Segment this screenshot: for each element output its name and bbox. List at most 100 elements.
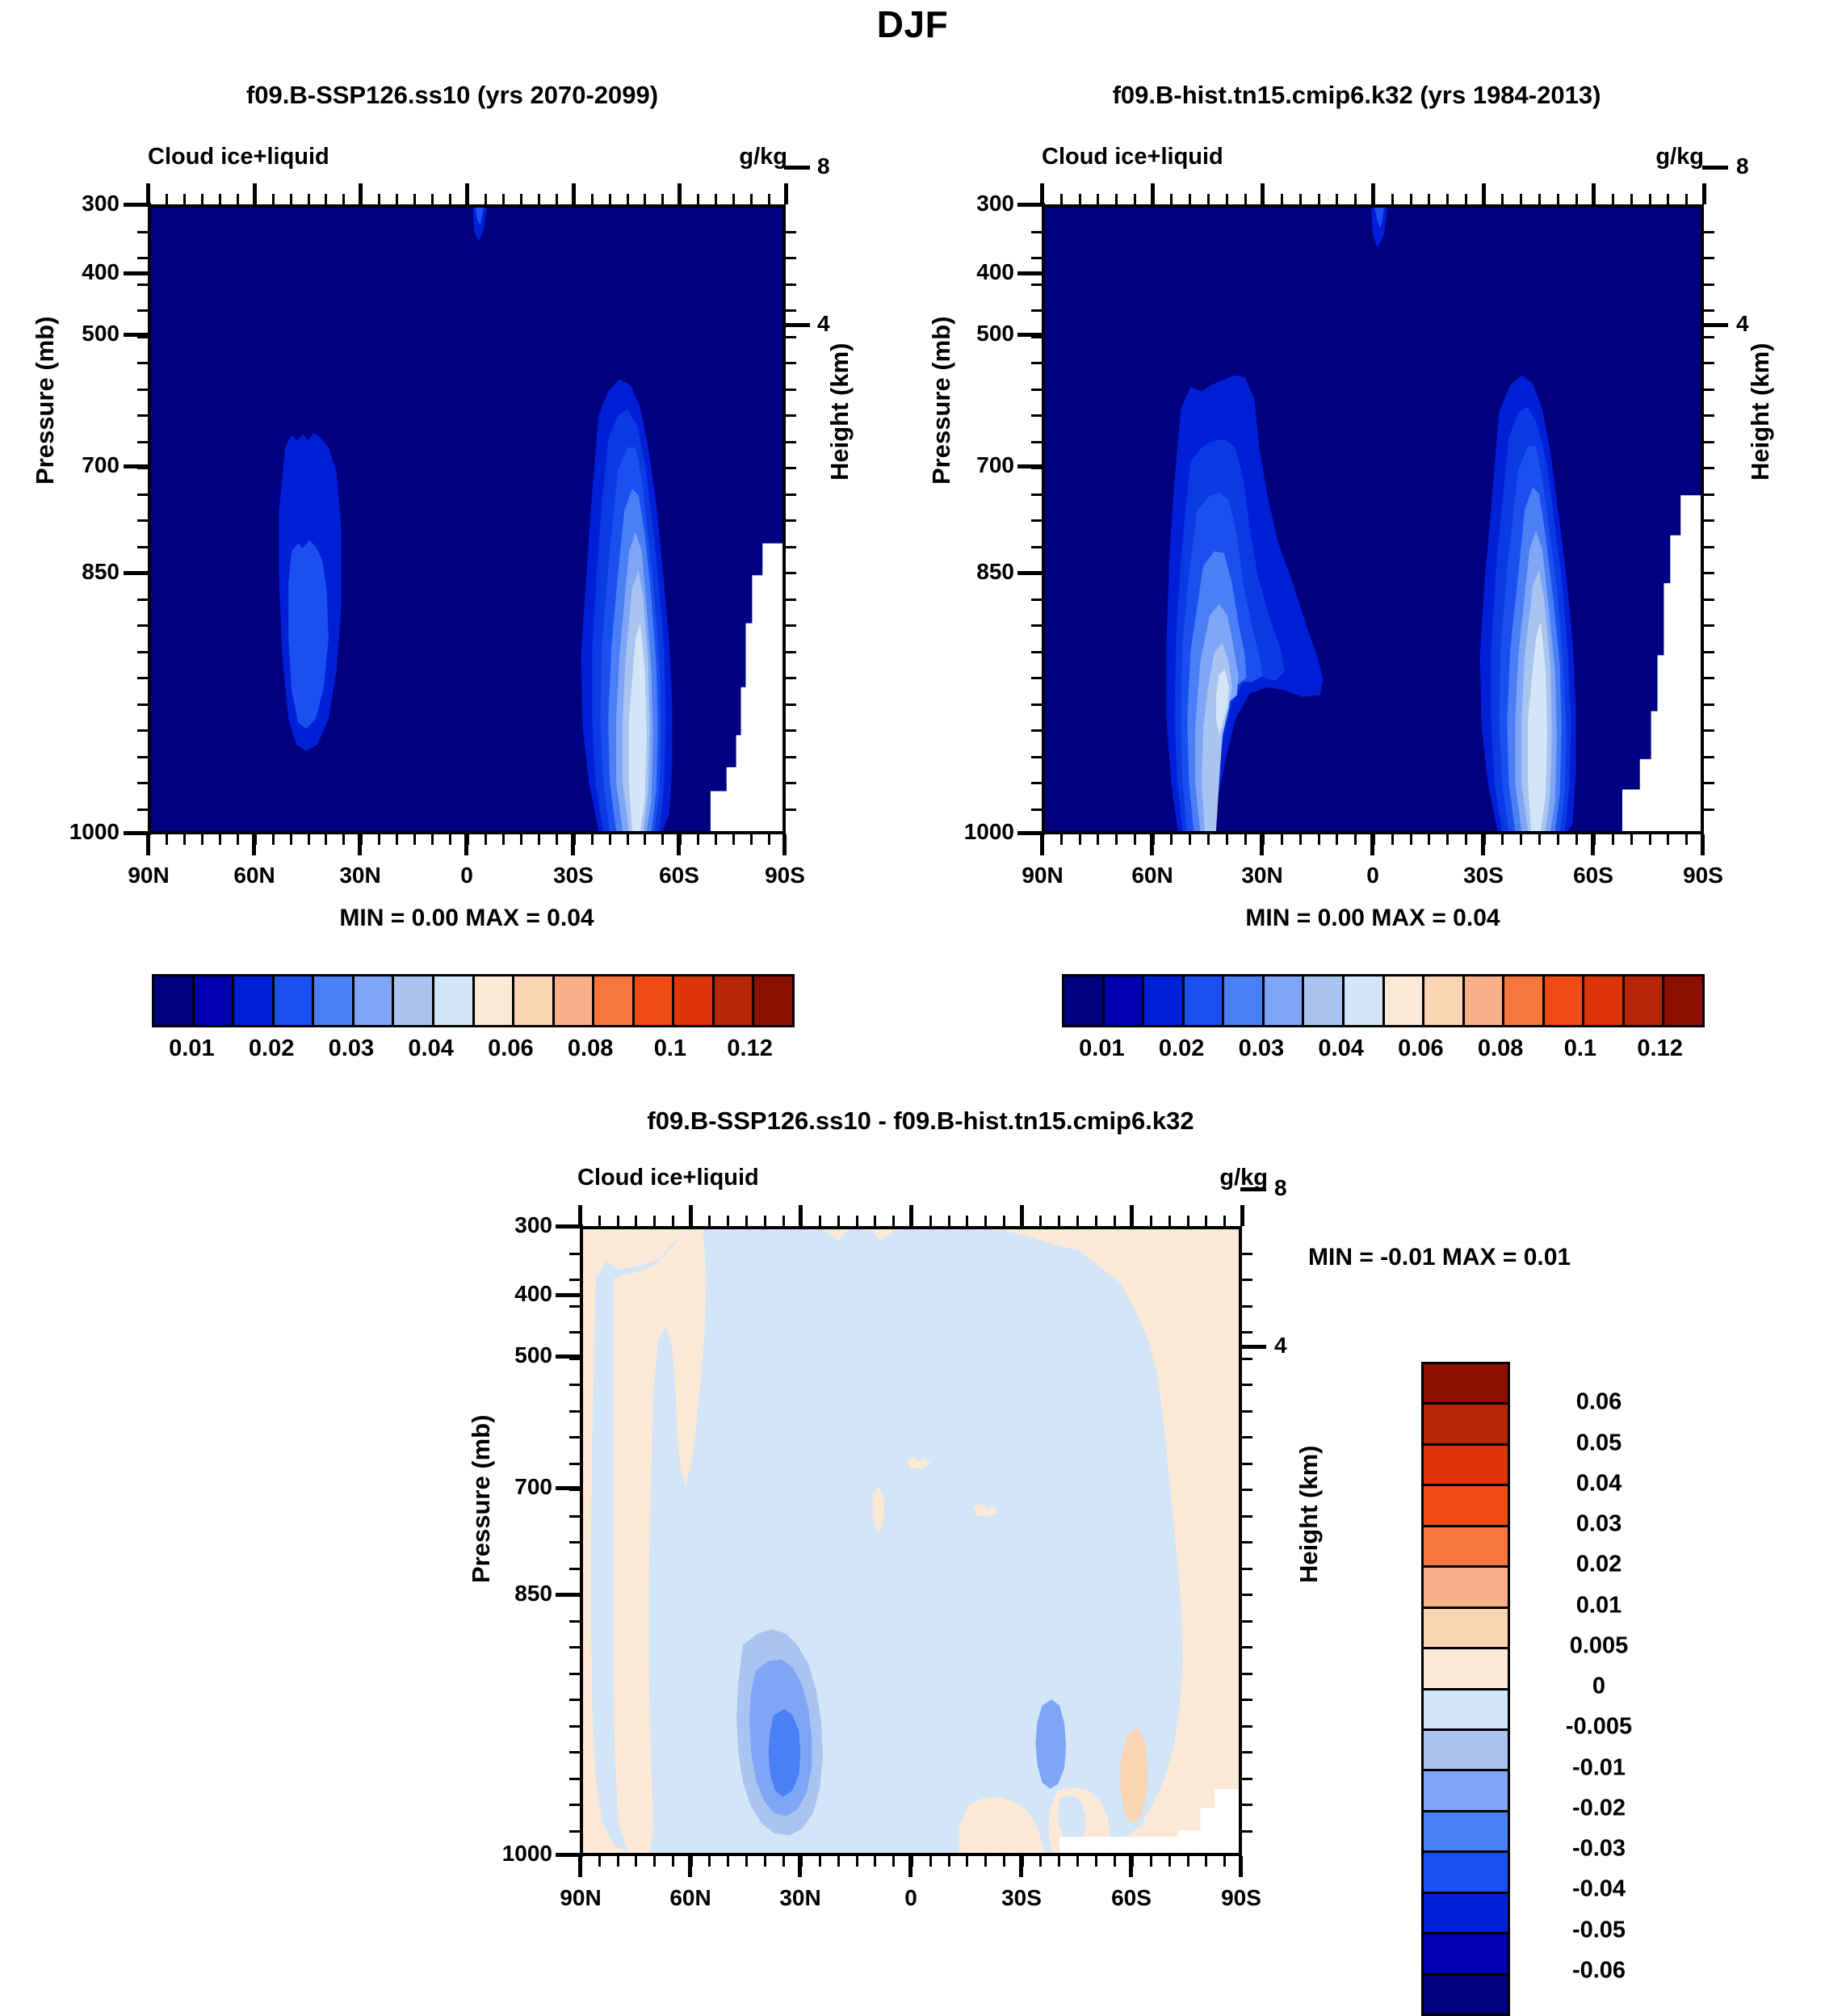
- panel-units-top-right: g/kg: [1655, 144, 1704, 170]
- bottom-diff-minor-xtick: [598, 1856, 601, 1867]
- top-left-minor-xtick: [732, 834, 736, 845]
- top-right-minor-ytick-right: [1704, 703, 1714, 706]
- top-right-minor-xtick-top: [1133, 194, 1136, 204]
- bottom-diff-minor-ytick: [569, 1619, 580, 1623]
- colorbar-top-left-tick-label: 0.06: [488, 1035, 534, 1061]
- bottom-diff-minor-xtick-top: [1223, 1216, 1227, 1226]
- colorbar-top-left-swatch: [394, 976, 434, 1025]
- colorbar-top-right-swatch: [1264, 976, 1305, 1025]
- top-right-minor-ytick-right: [1704, 414, 1714, 417]
- y2-axis-title-top-right: Height (km): [1746, 342, 1774, 481]
- top-right-minor-ytick-right: [1704, 388, 1714, 391]
- colorbar-top-left-swatch: [634, 976, 675, 1025]
- top-right-minor-ytick: [1031, 572, 1042, 574]
- top-left-minor-xtick-top: [413, 194, 417, 204]
- top-right-minor-xtick-top: [1575, 194, 1578, 204]
- bottom-diff-minor-ytick: [569, 1751, 580, 1754]
- colorbar-top-left-swatch: [434, 976, 475, 1025]
- bottom-diff-minor-xtick: [911, 1856, 913, 1867]
- top-left-minor-xtick: [590, 834, 594, 845]
- ytick-label-500-top-right: 500: [976, 321, 1014, 346]
- top-right-minor-ytick: [1031, 440, 1042, 443]
- ytick-700-bottom-diff: [556, 1486, 583, 1490]
- bottom-diff-minor-ytick: [569, 1304, 580, 1308]
- top-left-minor-ytick-right: [786, 729, 796, 732]
- bottom-diff-minor-xtick-top: [1002, 1216, 1005, 1226]
- xtick-90S-top-left: [782, 834, 787, 855]
- top-right-minor-ytick-right: [1704, 782, 1714, 784]
- top-left-minor-ytick-right: [786, 493, 796, 496]
- bottom-diff-minor-xtick-top: [947, 1216, 950, 1226]
- xtick-90N-top-right: [1040, 834, 1044, 855]
- y2tick-8-bottom-diff: [1240, 1187, 1266, 1191]
- ytick-label-700-top-right: 700: [976, 452, 1014, 477]
- top-right-minor-xtick: [1152, 834, 1155, 845]
- top-right-minor-ytick-right: [1704, 335, 1714, 338]
- ytick-1000-bottom-diff: [556, 1853, 583, 1857]
- y2-axis-title-top-left: Height (km): [825, 342, 854, 481]
- top-left-minor-xtick: [431, 834, 434, 845]
- top-left-minor-ytick: [137, 414, 148, 417]
- panel-title-bottom-diff: f09.B-SSP126.ss10 - f09.B-hist.tn15.cmip…: [647, 1107, 1194, 1135]
- top-left-minor-xtick: [626, 834, 629, 845]
- bottom-diff-minor-xtick: [837, 1856, 840, 1867]
- top-left-minor-xtick-top: [484, 194, 487, 204]
- top-left-minor-xtick: [271, 834, 275, 845]
- colorbar-bottom-diff-tick-label: -0.04: [1571, 1875, 1626, 1902]
- bottom-diff-minor-ytick-right: [1242, 1594, 1252, 1596]
- top-right-minor-ytick-right: [1704, 755, 1714, 758]
- bottom-diff-minor-ytick-right: [1242, 1567, 1252, 1570]
- top-right-minor-xtick-top: [1685, 194, 1689, 204]
- top-right-minor-xtick-top: [1501, 194, 1504, 204]
- xtick-label-30S-top-right: 30S: [1463, 863, 1504, 888]
- bottom-diff-minor-xtick: [763, 1856, 766, 1867]
- bottom-diff-minor-ytick-right: [1242, 1646, 1252, 1648]
- top-left-minor-xtick: [165, 834, 168, 845]
- top-left-minor-ytick: [137, 729, 148, 732]
- colorbar-top-right-swatch: [1304, 976, 1345, 1025]
- top-left-minor-ytick-right: [786, 440, 796, 443]
- bottom-diff-minor-ytick: [569, 1409, 580, 1413]
- bottom-diff-major-xtick-top: [799, 1205, 803, 1226]
- y2tick-8-top-left: [784, 166, 810, 170]
- bottom-diff-minor-xtick-top: [635, 1216, 638, 1226]
- bottom-diff-minor-ytick-right: [1242, 1751, 1252, 1754]
- top-left-minor-ytick: [137, 703, 148, 706]
- top-left-minor-xtick-top: [626, 194, 629, 204]
- xtick-label-0-top-left: 0: [460, 863, 473, 888]
- bottom-diff-minor-xtick: [1039, 1856, 1043, 1867]
- top-right-minor-ytick-right: [1704, 309, 1714, 312]
- bottom-diff-minor-xtick: [966, 1856, 969, 1867]
- top-right-minor-ytick-right: [1704, 624, 1714, 627]
- bottom-diff-minor-xtick: [671, 1856, 674, 1867]
- bottom-diff-major-xtick-top: [578, 1205, 582, 1226]
- top-left-major-xtick-top: [252, 183, 257, 204]
- top-right-minor-ytick: [1031, 230, 1042, 233]
- panel-variable-label-bottom-diff: Cloud ice+liquid: [577, 1165, 759, 1191]
- xtick-label-60N-bottom-diff: 60N: [669, 1885, 711, 1910]
- top-left-minor-xtick: [218, 834, 221, 845]
- colorbar-bottom-diff-swatch: [1424, 1445, 1508, 1487]
- top-left-minor-xtick: [360, 834, 363, 845]
- colorbar-bottom-diff-tick-label: 0.06: [1575, 1388, 1622, 1415]
- top-left-major-xtick-top: [359, 183, 363, 204]
- top-right-minor-ytick-right: [1704, 808, 1714, 811]
- bottom-diff-minor-ytick: [569, 1252, 580, 1255]
- top-left-minor-xtick-top: [378, 194, 381, 204]
- top-right-minor-xtick: [1354, 834, 1357, 845]
- top-left-minor-xtick: [501, 834, 505, 845]
- colorbar-bottom-diff-swatch: [1424, 1608, 1508, 1650]
- top-left-minor-xtick-top: [307, 194, 310, 204]
- bottom-diff-minor-xtick: [690, 1856, 693, 1867]
- bottom-diff-minor-xtick-top: [1168, 1216, 1171, 1226]
- colorbar-top-left-swatch: [514, 976, 555, 1025]
- top-right-minor-xtick-top: [1446, 194, 1450, 204]
- top-right-minor-xtick: [1298, 834, 1302, 845]
- top-right-minor-xtick: [1593, 834, 1596, 845]
- bottom-diff-minor-ytick-right: [1242, 1541, 1252, 1544]
- top-left-minor-xtick-top: [715, 194, 718, 204]
- colorbar-top-left-tick-label: 0.04: [408, 1035, 454, 1061]
- top-left-minor-xtick: [254, 834, 257, 845]
- top-left-minor-xtick: [467, 834, 469, 845]
- top-right-minor-xtick-top: [1298, 194, 1302, 204]
